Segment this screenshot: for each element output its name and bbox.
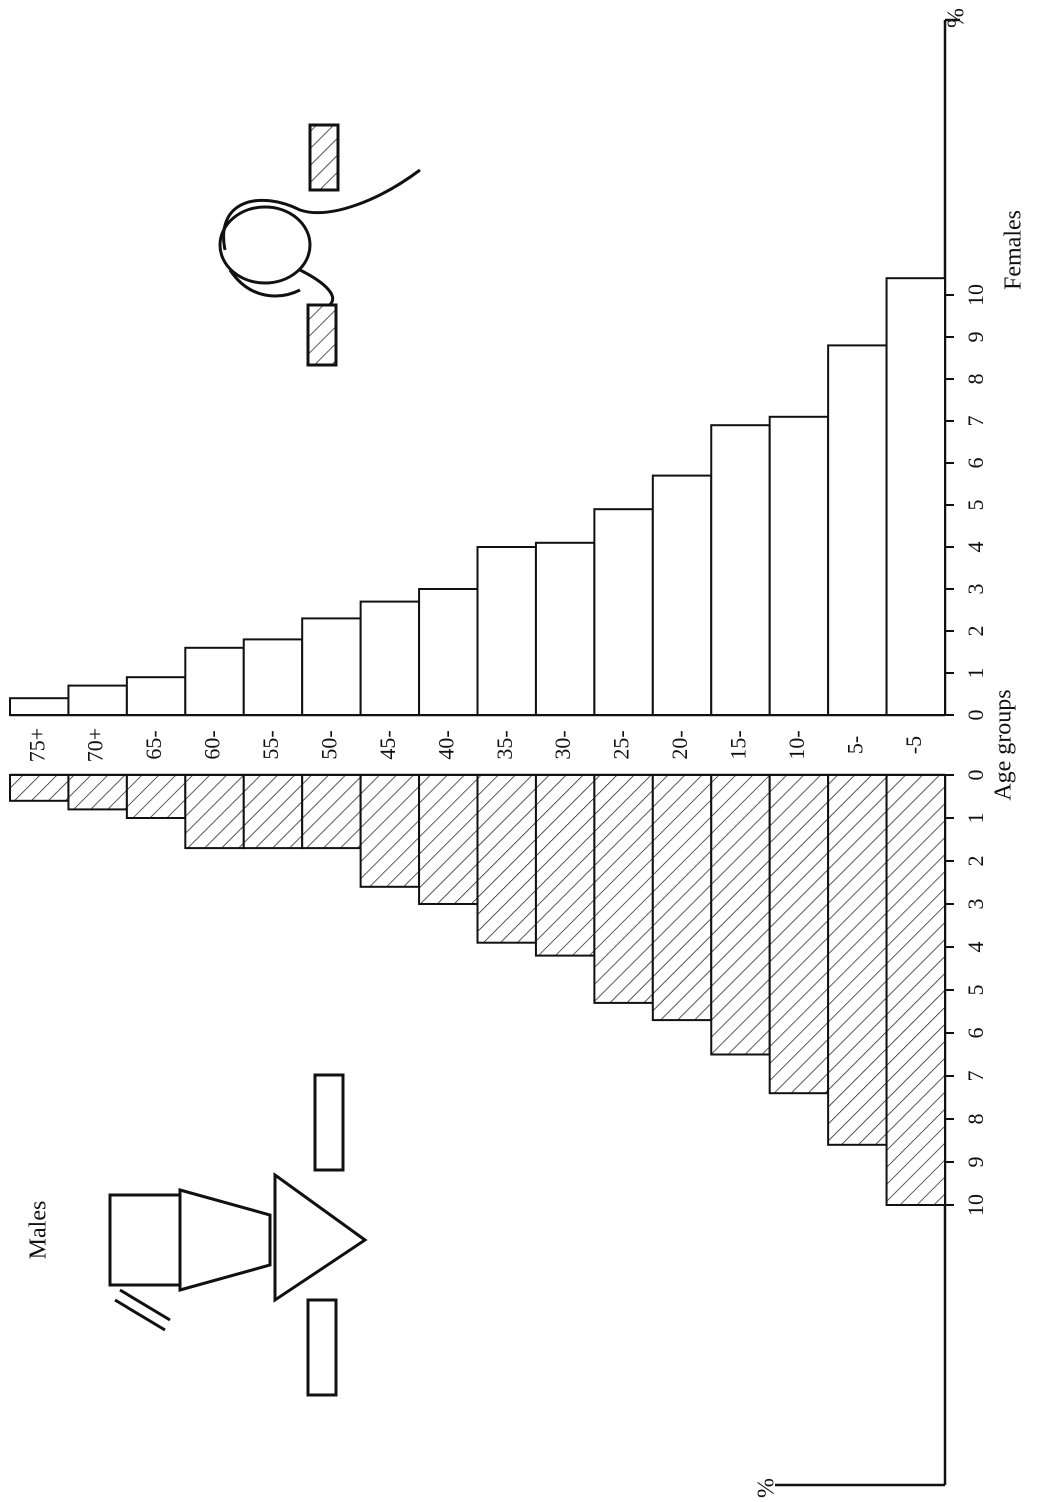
bar [361, 775, 419, 887]
bar [478, 775, 536, 943]
male-figure [110, 1075, 365, 1395]
series-label: Males [26, 1201, 52, 1260]
y-tick-label: 0 [963, 710, 988, 721]
bar [653, 775, 711, 1020]
bar [536, 543, 594, 715]
x-tick-label: 20- [667, 730, 692, 759]
bar [127, 775, 185, 818]
y-tick-label: 1 [963, 813, 988, 824]
bar [244, 775, 302, 848]
x-tick-label: 75+ [24, 728, 49, 762]
chart: Males Females Age groups % % 0 1 2 3 4 5 6 7 8 9 1… [0, 0, 1037, 1502]
bar [478, 547, 536, 715]
bar [10, 698, 68, 715]
axis-label: Age groups [991, 689, 1017, 800]
x-tick-label: 30- [550, 730, 575, 759]
unit-label: % [754, 1478, 780, 1498]
x-tick-label: 55- [258, 730, 283, 759]
x-tick-label: 70+ [83, 728, 108, 762]
y-tick-label: 2 [963, 626, 988, 637]
bar [828, 775, 886, 1145]
bar [185, 775, 243, 848]
x-tick-label: 35- [492, 730, 517, 759]
y-tick-label: 10 [963, 284, 988, 306]
bar [770, 775, 828, 1093]
bar [68, 775, 126, 809]
y-tick-label: 4 [963, 942, 988, 953]
y-tick-label: 8 [963, 1114, 988, 1125]
y-tick-label: 3 [963, 584, 988, 595]
bar [594, 509, 652, 715]
y-tick-label: 4 [963, 542, 988, 553]
unit-label: % [944, 8, 970, 28]
bar [711, 775, 769, 1055]
y-tick-label: 3 [963, 899, 988, 910]
x-tick-label: 60- [200, 730, 225, 759]
y-tick-label: 6 [963, 1028, 988, 1039]
x-tick-label: 15- [726, 730, 751, 759]
bar [419, 775, 477, 904]
y-tick-label: 5 [963, 500, 988, 511]
bar [302, 775, 360, 848]
bar [68, 686, 126, 715]
bar [594, 775, 652, 1003]
bar [711, 425, 769, 715]
bar [653, 476, 711, 715]
y-tick-label: 6 [963, 458, 988, 469]
female-figure [220, 125, 420, 365]
bar [887, 278, 945, 715]
bar [10, 775, 68, 801]
y-tick-label: 10 [963, 1194, 988, 1216]
bar [770, 417, 828, 715]
y-tick-label: 5 [963, 985, 988, 996]
y-tick-label: 0 [963, 770, 988, 781]
bar [828, 345, 886, 715]
y-tick-label: 7 [963, 416, 988, 427]
x-tick-label: 50- [316, 730, 341, 759]
x-tick-label: 10- [784, 730, 809, 759]
x-tick-label: 5- [842, 736, 867, 754]
x-tick-label: 40- [433, 730, 458, 759]
bar [127, 677, 185, 715]
y-tick-label: 9 [963, 332, 988, 343]
bar [244, 639, 302, 715]
x-tick-label: 25- [609, 730, 634, 759]
bar [419, 589, 477, 715]
y-tick-label: 2 [963, 856, 988, 867]
x-tick-label: 65- [141, 730, 166, 759]
bar [185, 648, 243, 715]
y-tick-label: 9 [963, 1157, 988, 1168]
bar [302, 618, 360, 715]
y-tick-label: 7 [963, 1071, 988, 1082]
y-tick-label: 1 [963, 668, 988, 679]
bar [536, 775, 594, 956]
bar [361, 602, 419, 715]
bar [887, 775, 945, 1205]
x-tick-label: 45- [375, 730, 400, 759]
y-tick-label: 8 [963, 374, 988, 385]
series-label: Females [1001, 210, 1027, 290]
x-tick-label: -5 [901, 736, 926, 754]
